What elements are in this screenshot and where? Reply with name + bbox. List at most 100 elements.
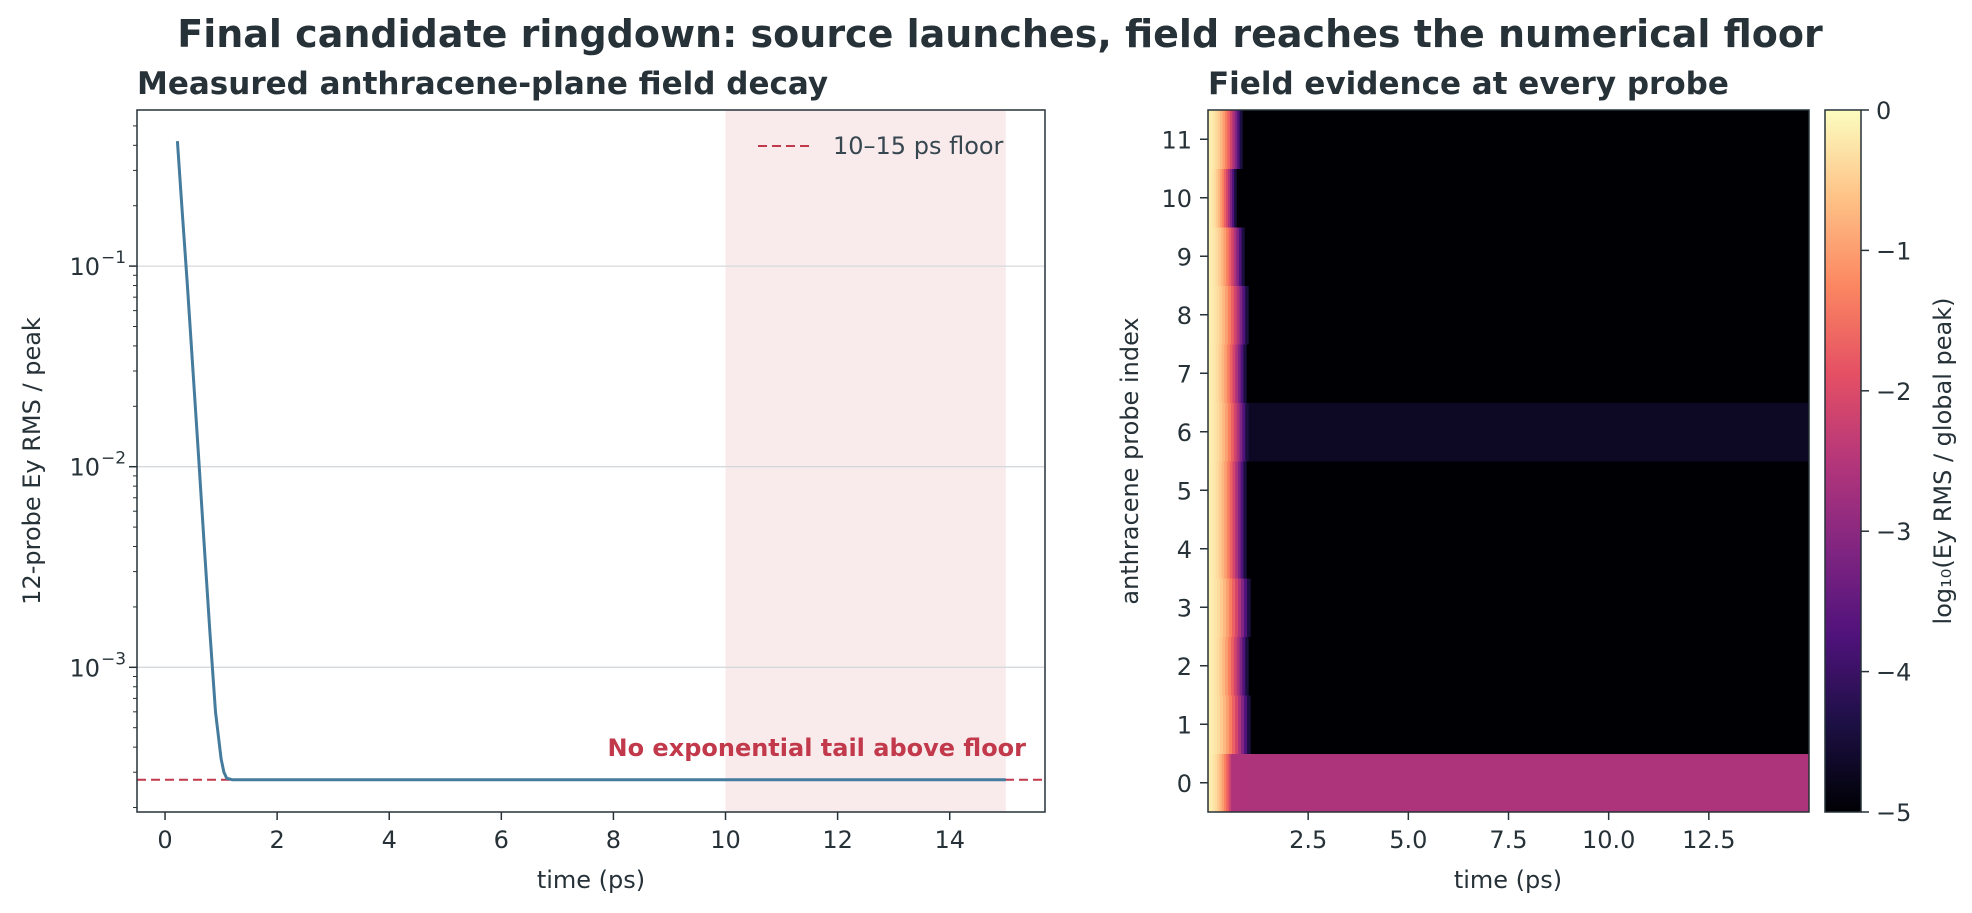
heatmap-pulse-cell	[1222, 285, 1226, 345]
heatmap-pulse-cell	[1244, 695, 1248, 754]
heatmap-pulse-cell	[1222, 636, 1226, 696]
heatmap-pulse-cell	[1237, 344, 1242, 403]
heatmap-pulse-cell	[1210, 461, 1215, 520]
x-tick-label: 8	[606, 826, 621, 854]
heatmap-pulse-cell	[1223, 227, 1227, 286]
heatmap-pulse-cell	[1240, 461, 1244, 520]
heatmap-floor-cell	[1246, 519, 1809, 579]
heatmap-y-tick-label: 1	[1177, 711, 1192, 739]
heatmap-pulse-cell	[1217, 695, 1221, 754]
heatmap-pulse-cell	[1225, 636, 1229, 696]
heatmap-y-tick-label: 0	[1177, 770, 1192, 798]
heatmap-pulse-cell	[1222, 110, 1226, 169]
heatmap-pulse-cell	[1213, 461, 1217, 520]
heatmap-pulse-cell	[1218, 519, 1223, 579]
heatmap-pulse-cell	[1227, 461, 1231, 520]
heatmap-pulse-cell	[1229, 344, 1234, 403]
x-tick-label: 12	[822, 826, 853, 854]
heatmap-pulse-cell	[1233, 753, 1237, 813]
heatmap-y-tick-label: 7	[1177, 360, 1192, 388]
heatmap-pulse-cell	[1208, 753, 1211, 813]
heatmap-pulse-cell	[1210, 753, 1214, 813]
heatmap-floor-cell	[1248, 285, 1809, 345]
heatmap-pulse-cell	[1241, 578, 1245, 637]
heatmap-pulse-cell	[1220, 227, 1225, 286]
heatmap-pulse-cell	[1235, 753, 1239, 813]
heatmap-pulse-cell	[1219, 636, 1223, 696]
heatmap-pulse-cell	[1225, 402, 1229, 462]
heatmap-pulse-cell	[1218, 227, 1222, 286]
heatmap-pulse-cell	[1239, 402, 1243, 462]
heatmap-pulse-cell	[1245, 402, 1249, 462]
heatmap-pulse-cell	[1227, 110, 1231, 169]
heatmap-floor-cell	[1236, 168, 1809, 228]
heatmap-pulse-cell	[1230, 168, 1233, 228]
colorbar-frame	[1824, 109, 1862, 813]
heatmap-pulse-cell	[1235, 519, 1239, 579]
heatmap-pulse-cell	[1208, 344, 1212, 403]
y-axis-ticks: 10−110−210−3	[69, 125, 137, 809]
heatmap-y-tick-label: 9	[1177, 243, 1192, 271]
x-tick-label: 0	[157, 826, 172, 854]
heatmap-pulse-cell	[1243, 344, 1247, 403]
heatmap-pulse-cell	[1210, 285, 1215, 345]
heatmap-pulse-cell	[1208, 578, 1212, 637]
heatmap-pulse-cell	[1210, 402, 1215, 462]
heatmap-pulse-cell	[1219, 402, 1223, 462]
x-axis-ticks: 0 2 4 6 8 10 12 14	[157, 812, 965, 854]
heatmap-pulse-cell	[1227, 519, 1231, 579]
heatmap-pulse-cell	[1216, 519, 1220, 579]
heatmap-pulse-cell	[1233, 227, 1237, 286]
heatmap-pulse-cell	[1241, 227, 1245, 286]
heatmap-pulse-cell	[1232, 519, 1236, 579]
heatmap-floor-cell	[1246, 461, 1809, 520]
heatmap-pulse-cell	[1213, 227, 1217, 286]
heatmap-y-tick-label: 5	[1177, 477, 1192, 505]
heatmap-pulse-cell	[1234, 168, 1237, 228]
heatmap-floor-cell	[1240, 753, 1809, 813]
heatmap-pulse-cell	[1232, 695, 1236, 754]
heatmap-pulse-cell	[1211, 695, 1215, 754]
colorbar-tick-label: −1	[1876, 237, 1911, 265]
heatmap-y-tick-label: 10	[1161, 185, 1192, 213]
x-tick-label: 4	[382, 826, 397, 854]
heatmap-pulse-cell	[1221, 344, 1225, 403]
colorbar-tick-label: 0	[1876, 97, 1891, 125]
colorbar-gradient	[1825, 110, 1861, 812]
y-axis-label: 12-probe Ey RMS / peak	[18, 317, 46, 605]
heatmap-pulse-cell	[1241, 695, 1245, 754]
colorbar: 0 −1 −2 −3 −4 −5 log₁₀(Ey RMS / global peak)	[1824, 97, 1957, 827]
heatmap-pulse-cell	[1215, 227, 1219, 286]
heatmap-pulse-cell	[1214, 578, 1218, 637]
heatmap-pulse-cell	[1242, 636, 1246, 696]
heatmap-title: Field evidence at every probe	[1208, 66, 1729, 102]
heatmap-pulse-cell	[1247, 695, 1251, 754]
y-tick-exponent: −2	[101, 449, 126, 469]
heatmap-x-axis-label: time (ps)	[1454, 866, 1562, 894]
heatmap-pulse-cell	[1208, 402, 1212, 462]
heatmap-pulse-cell	[1210, 344, 1215, 403]
legend-entry-floor: 10–15 ps floor	[833, 132, 1004, 160]
heatmap-pulse-cell	[1210, 519, 1215, 579]
heatmap-pulse-cell	[1208, 636, 1212, 696]
heatmap-pulse-cell	[1213, 519, 1217, 579]
heatmap-pulse-cell	[1225, 110, 1229, 169]
heatmap-pulse-cell	[1226, 227, 1230, 286]
heatmap-pulse-cell	[1218, 461, 1223, 520]
heatmap-pulse-cell	[1231, 227, 1235, 286]
legend: 10–15 ps floor	[758, 132, 1004, 160]
heatmap-pulse-cell	[1232, 110, 1236, 169]
heatmap-pulse-cell	[1213, 285, 1218, 345]
heatmap-pulse-cell	[1220, 110, 1224, 169]
heatmap-pulse-cell	[1208, 110, 1212, 169]
line-chart-frame	[136, 109, 1046, 813]
heatmap-pulse-cell	[1208, 168, 1211, 228]
heatmap-pulse-cell	[1226, 753, 1230, 813]
heatmap-y-tick-label: 4	[1177, 536, 1192, 564]
heatmap-x-tick-label: 2.5	[1289, 826, 1327, 854]
heatmap-pulse-cell	[1243, 519, 1247, 579]
heatmap-pulse-cell	[1237, 753, 1241, 813]
heatmap-y-tick-label: 11	[1161, 126, 1192, 154]
heatmap-pulse-cell	[1224, 519, 1228, 579]
